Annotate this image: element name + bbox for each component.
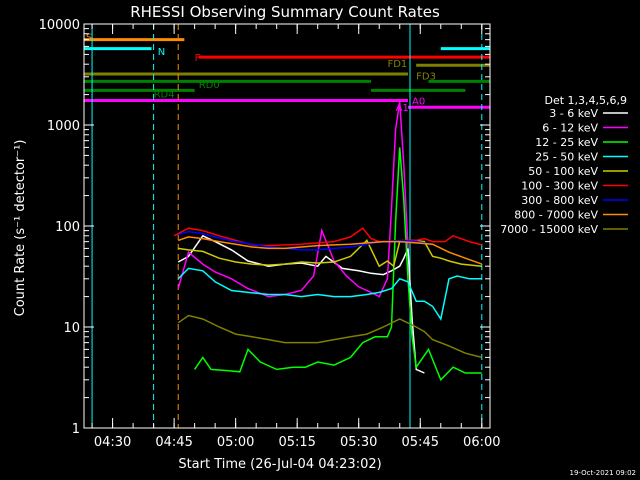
legend-label: 100 - 300 keV [521,180,598,193]
series-line [193,147,482,382]
x-tick-label: 05:30 [340,435,377,450]
interval-label: A0 [412,96,425,107]
y-tick-label: 10000 [39,18,80,33]
legend-label: 800 - 7000 keV [514,209,598,222]
y-axis: 1 10 100 1000 10000 [39,18,490,437]
series-line [178,239,482,268]
legend-label: 12 - 25 keV [535,136,598,149]
legend-label: 50 - 100 keV [528,165,598,178]
interval-label: FD1 [387,59,407,70]
interval-label: F [195,53,201,64]
x-tick-label: 05:45 [402,435,439,450]
y-axis-label: Count Rate (s⁻¹ detector⁻¹) [13,140,28,317]
y-tick-label: 100 [55,220,80,235]
legend-label: 300 - 800 keV [521,194,598,207]
x-tick-label: 04:45 [155,435,192,450]
legend-label: 6 - 12 keV [542,122,598,135]
interval-label: RD4 [154,90,175,101]
generated-timestamp: 19-Oct-2021 09:02 [570,469,636,477]
legend-label: 7000 - 15000 keV [500,223,598,236]
interval-label: N [158,47,165,58]
x-tick-label: 06:00 [463,435,500,450]
y-tick-label: 10 [63,321,80,336]
legend-title: Det 1,3,4,5,6,9 [544,94,627,107]
interval-label: A1 [396,103,409,114]
y-tick-label: 1 [72,422,80,437]
interval-label: RD0 [199,80,220,91]
interval-label: S [86,33,92,44]
interval-label: FD3 [416,71,436,82]
legend-label: 3 - 6 keV [549,107,598,120]
x-tick-label: 05:00 [217,435,254,450]
x-tick-label: 05:15 [278,435,315,450]
legend-label: 25 - 50 keV [535,151,598,164]
y-tick-label: 1000 [47,119,80,134]
series-line [177,236,483,265]
x-axis: 04:30 04:45 05:00 05:15 05:30 05:45 06:00 [91,24,501,450]
series-line [173,227,482,247]
series-line [177,314,482,359]
series-lines [173,101,483,382]
chart-title: RHESSI Observing Summary Count Rates [130,3,440,21]
series-line [177,267,482,321]
series-line [177,230,433,251]
x-tick-label: 04:30 [94,435,131,450]
x-axis-label: Start Time (26-Jul-04 04:23:02) [178,457,381,472]
